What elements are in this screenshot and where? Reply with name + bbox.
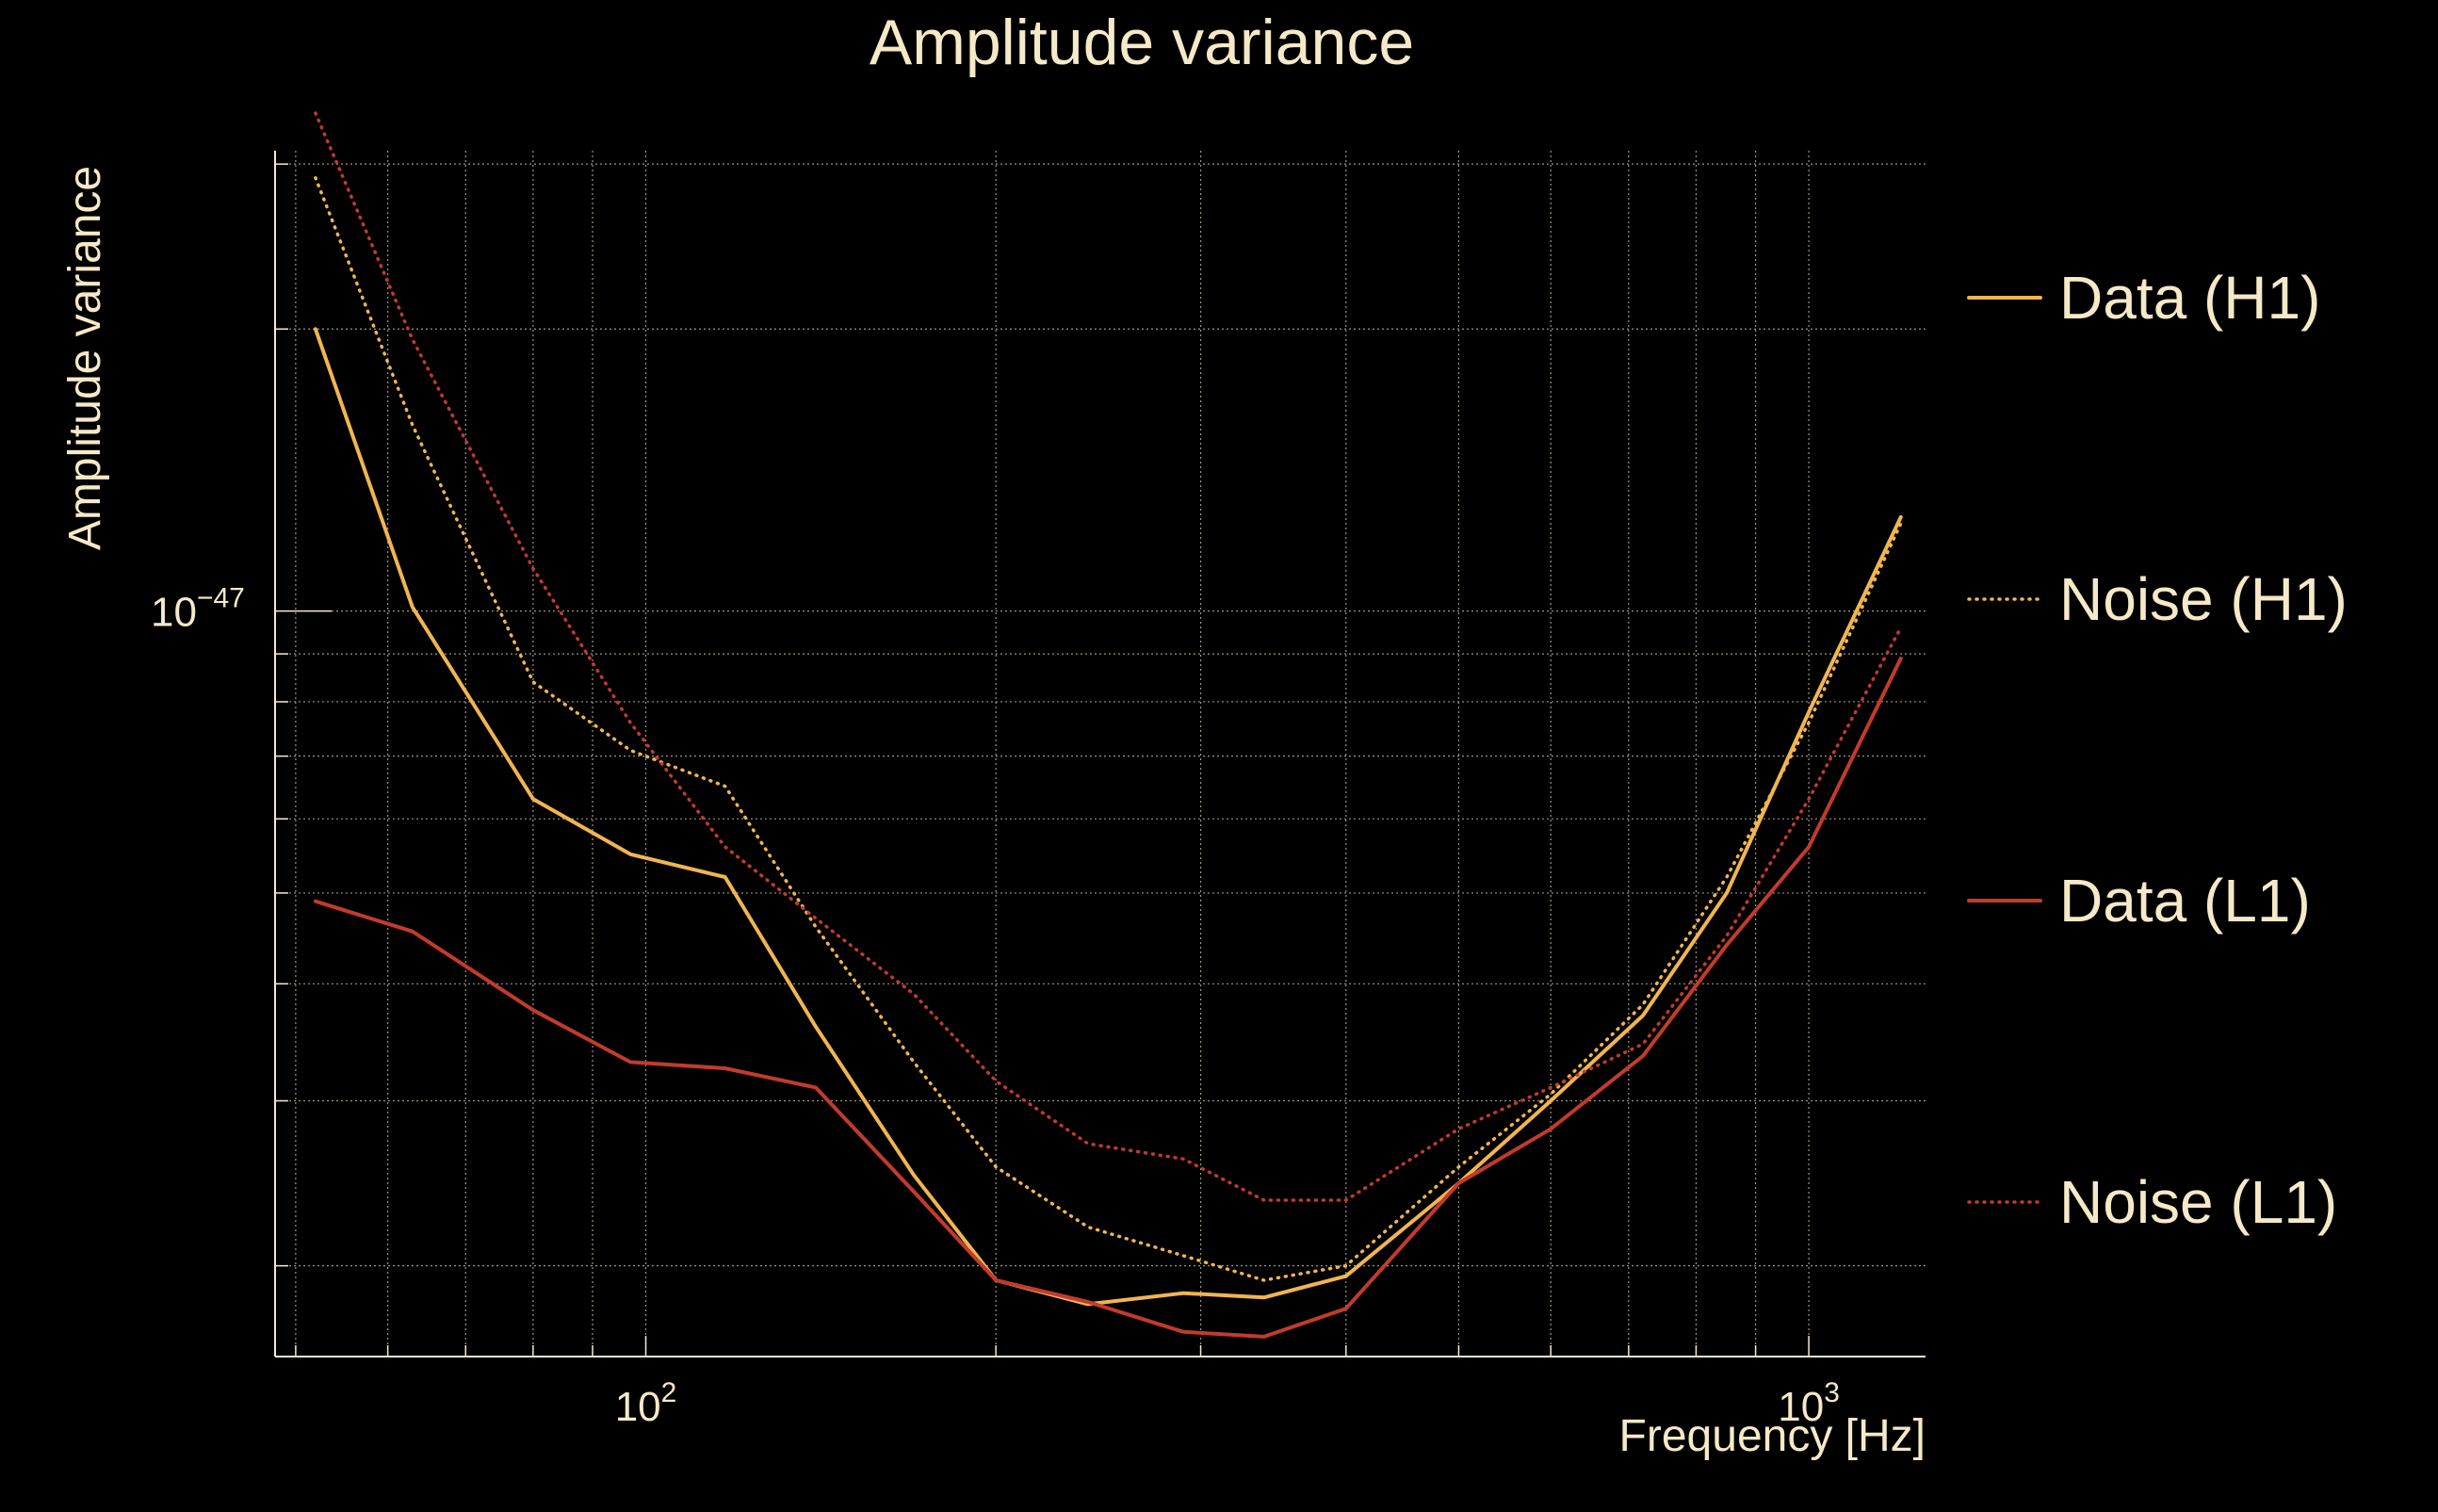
legend-label: Noise (H1) [2059,565,2348,633]
legend-label: Data (L1) [2059,867,2311,935]
legend-label: Data (H1) [2059,264,2320,332]
series-lines [313,111,1903,1339]
series-line-4 [314,111,1903,1202]
legend: Data (H1) Noise (H1) Data (L1) Noise (L1) [1967,264,2348,1236]
series-line-1 [313,327,1903,1307]
y-axis-label: Amplitude variance [60,166,110,550]
chart-title: Amplitude variance [870,7,1414,78]
x-axis-label: Frequency [Hz] [1619,1411,1926,1461]
series-line-3 [313,656,1903,1339]
legend-label: Noise (L1) [2059,1168,2337,1236]
series-line-2 [314,176,1903,1282]
grid [275,151,1926,1357]
